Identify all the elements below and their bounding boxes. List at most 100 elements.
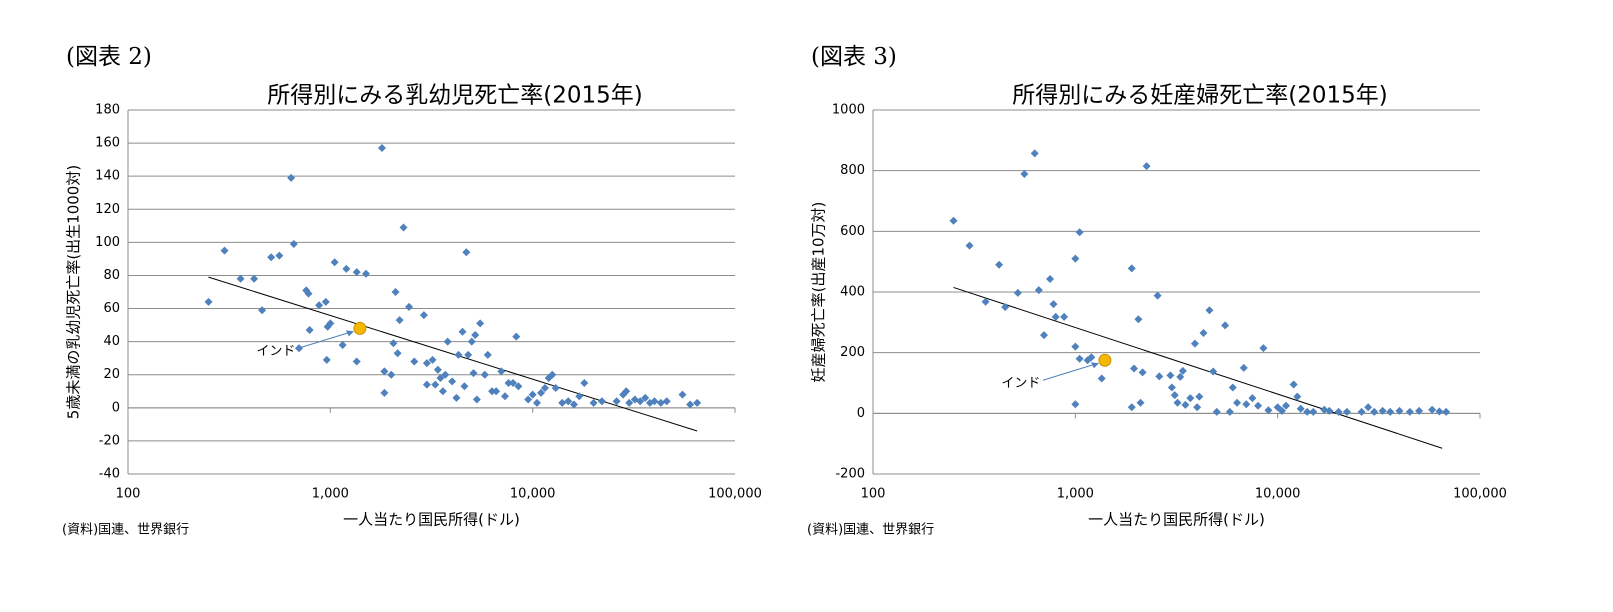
point: [1153, 291, 1162, 300]
point: [1209, 367, 1218, 376]
point: [1205, 306, 1214, 315]
point: [1030, 149, 1039, 158]
annotation-arrow: [297, 330, 354, 349]
y-tick-label: 60: [103, 301, 120, 316]
annotation-label: インド: [1001, 376, 1040, 391]
point: [1364, 403, 1373, 412]
x-tick-label: 100,000: [1453, 487, 1507, 502]
source: (資料)国連、世界銀行: [62, 523, 189, 538]
point: [1259, 344, 1268, 353]
y-tick-label: 100: [95, 235, 120, 250]
point: [965, 241, 974, 250]
point: [1138, 368, 1147, 377]
y-tick-label: 20: [103, 367, 120, 382]
point: [532, 398, 541, 407]
point: [1221, 321, 1230, 330]
point: [1309, 407, 1318, 416]
point: [575, 392, 584, 401]
x-axis-label: 一人当たり国民所得(ドル): [343, 511, 520, 529]
point: [1127, 264, 1136, 273]
point: [686, 400, 695, 409]
point: [1435, 407, 1444, 416]
point: [399, 223, 408, 232]
point: [305, 326, 314, 335]
point: [1130, 364, 1139, 373]
point: [548, 370, 557, 379]
point: [1325, 406, 1334, 415]
point: [1228, 383, 1237, 392]
y-axis-label: 5歳未満の乳幼児死亡率(出生1000対): [65, 165, 83, 419]
point: [564, 397, 573, 406]
arrow-head: [1090, 362, 1099, 369]
point: [338, 340, 347, 349]
point: [512, 332, 521, 341]
point: [1049, 300, 1058, 309]
point: [597, 397, 606, 406]
chart-title: 所得別にみる妊産婦死亡率(2015年): [1012, 83, 1387, 109]
point: [528, 390, 537, 399]
point: [1239, 363, 1248, 372]
y-tick-label: 40: [103, 334, 120, 349]
point: [220, 246, 229, 255]
point: [569, 400, 578, 409]
point: [361, 269, 370, 278]
point: [650, 397, 659, 406]
point: [641, 393, 650, 402]
point: [1195, 392, 1204, 401]
y-tick-label: 180: [95, 103, 120, 118]
point: [410, 357, 419, 366]
point: [1071, 400, 1080, 409]
point: [250, 274, 259, 283]
point: [1248, 394, 1257, 403]
point: [1087, 353, 1096, 362]
point: [258, 306, 267, 315]
point: [492, 387, 501, 396]
y-tick-label: 160: [95, 136, 120, 151]
y-tick-label: 0: [857, 406, 865, 421]
point: [391, 288, 400, 296]
x-tick-label: 1,000: [312, 487, 349, 502]
point: [1176, 372, 1185, 381]
point: [693, 398, 702, 407]
point: [472, 395, 481, 404]
point: [1166, 371, 1175, 380]
trend-line: [953, 286, 1443, 449]
point: [275, 251, 284, 260]
point: [497, 367, 506, 376]
point: [267, 253, 276, 262]
point: [558, 398, 567, 407]
point: [1155, 372, 1164, 381]
point: [551, 383, 560, 392]
x-tick-label: 10,000: [510, 487, 556, 502]
y-tick-label: 400: [840, 285, 865, 300]
y-tick-label: 0: [112, 400, 120, 415]
point: [537, 388, 546, 397]
point: [1378, 406, 1387, 415]
point: [441, 370, 450, 379]
point: [431, 380, 440, 389]
point: [501, 392, 510, 401]
point: [662, 397, 671, 406]
point: [395, 316, 404, 325]
point: [1097, 374, 1106, 383]
point: [580, 379, 589, 387]
point: [443, 337, 452, 346]
point: [1254, 401, 1263, 410]
arrow-head: [345, 330, 354, 337]
point: [488, 387, 497, 396]
point: [981, 297, 990, 306]
point: [380, 367, 389, 376]
x-tick-label: 100: [116, 487, 141, 502]
point: [1046, 274, 1055, 283]
point: [483, 350, 492, 359]
point: [514, 382, 523, 391]
point: [387, 370, 396, 379]
point: [454, 350, 463, 359]
point: [458, 327, 467, 336]
point: [625, 398, 634, 407]
point: [1386, 407, 1395, 416]
point: [1334, 407, 1343, 416]
point: [1277, 406, 1286, 415]
point: [1199, 328, 1208, 337]
point: [377, 144, 386, 153]
